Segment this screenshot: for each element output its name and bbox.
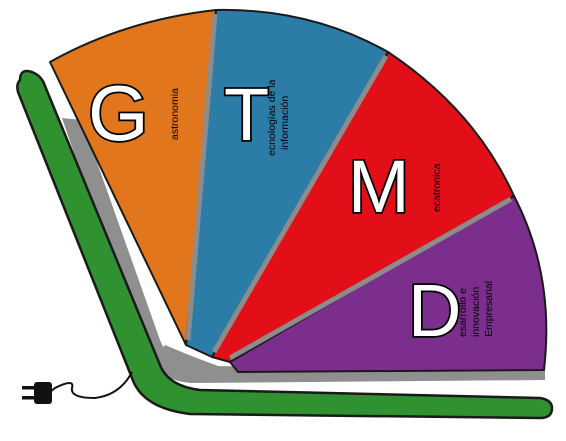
word-tecnologias-line1: ecnologías de la [266,79,278,156]
word-ecatronica: ecatronica [431,163,443,212]
power-plug-icon [22,382,52,404]
word-desarrollo-line3: Empresarial [483,281,495,337]
book-spine [16,69,554,420]
hub-shadow [160,345,238,380]
letter-d: D [408,269,461,352]
segment-desarrollo [229,195,548,373]
divider [228,196,513,361]
letter-t: T [224,73,269,156]
letter-m: M [348,145,410,228]
power-cord [49,371,133,400]
word-astronomia: astronomia [169,88,181,140]
divider [185,13,218,341]
divider [211,54,389,354]
word-tecnologias-line2: información [279,96,291,150]
letter-g: G [88,69,149,157]
word-desarrollo-line2: innovación [470,287,482,337]
word-desarrollo-line1: esarrollo e [457,288,469,337]
